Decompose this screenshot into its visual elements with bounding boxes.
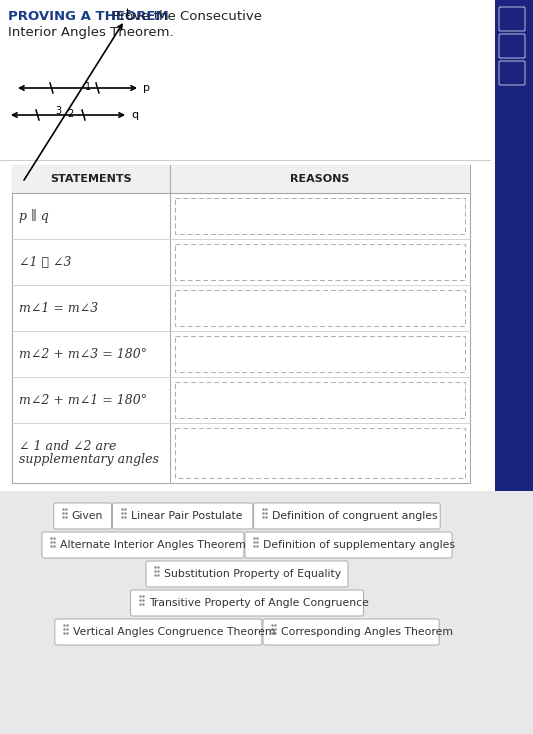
Text: PROVING A THEOREM: PROVING A THEOREM bbox=[8, 10, 169, 23]
Text: m∠2 + m∠1 = 180°: m∠2 + m∠1 = 180° bbox=[19, 393, 147, 407]
FancyBboxPatch shape bbox=[175, 290, 465, 326]
Text: p ∥ q: p ∥ q bbox=[19, 209, 49, 223]
Text: STATEMENTS: STATEMENTS bbox=[50, 174, 132, 184]
Text: ∠ 1 and ∠2 are: ∠ 1 and ∠2 are bbox=[19, 440, 116, 452]
FancyBboxPatch shape bbox=[499, 34, 525, 58]
FancyBboxPatch shape bbox=[146, 561, 348, 587]
Text: t: t bbox=[125, 9, 130, 18]
FancyBboxPatch shape bbox=[131, 590, 364, 616]
Text: Linear Pair Postulate: Linear Pair Postulate bbox=[131, 511, 242, 521]
FancyBboxPatch shape bbox=[499, 61, 525, 85]
Text: Alternate Interior Angles Theorem: Alternate Interior Angles Theorem bbox=[60, 540, 246, 550]
FancyBboxPatch shape bbox=[54, 503, 111, 529]
Text: 1: 1 bbox=[85, 82, 91, 92]
FancyBboxPatch shape bbox=[112, 503, 253, 529]
Bar bbox=[12, 165, 470, 483]
Text: Definition of congruent angles: Definition of congruent angles bbox=[272, 511, 437, 521]
Text: q: q bbox=[131, 110, 138, 120]
FancyBboxPatch shape bbox=[245, 532, 452, 558]
Text: Given: Given bbox=[72, 511, 103, 521]
Text: p: p bbox=[143, 83, 150, 93]
FancyBboxPatch shape bbox=[42, 532, 244, 558]
Text: Interior Angles Theorem.: Interior Angles Theorem. bbox=[8, 26, 174, 39]
FancyBboxPatch shape bbox=[254, 503, 440, 529]
Bar bbox=[495, 0, 533, 734]
Text: Prove the Consecutive: Prove the Consecutive bbox=[108, 10, 262, 23]
Text: 3: 3 bbox=[55, 106, 61, 116]
Text: Transitive Property of Angle Congruence: Transitive Property of Angle Congruence bbox=[149, 598, 368, 608]
FancyBboxPatch shape bbox=[499, 7, 525, 31]
Text: Substitution Property of Equality: Substitution Property of Equality bbox=[164, 569, 341, 579]
FancyBboxPatch shape bbox=[55, 619, 262, 645]
Bar bbox=[0, 491, 533, 734]
FancyBboxPatch shape bbox=[175, 198, 465, 234]
FancyBboxPatch shape bbox=[175, 336, 465, 372]
FancyBboxPatch shape bbox=[175, 428, 465, 478]
Text: Definition of supplementary angles: Definition of supplementary angles bbox=[263, 540, 455, 550]
Text: m∠1 = m∠3: m∠1 = m∠3 bbox=[19, 302, 98, 314]
FancyBboxPatch shape bbox=[175, 382, 465, 418]
Text: ∠1 ≅ ∠3: ∠1 ≅ ∠3 bbox=[19, 255, 71, 269]
FancyBboxPatch shape bbox=[175, 244, 465, 280]
Bar bbox=[12, 165, 470, 193]
Text: supplementary angles: supplementary angles bbox=[19, 454, 159, 467]
FancyBboxPatch shape bbox=[263, 619, 439, 645]
Text: 2: 2 bbox=[67, 109, 73, 119]
Text: m∠2 + m∠3 = 180°: m∠2 + m∠3 = 180° bbox=[19, 347, 147, 360]
Text: REASONS: REASONS bbox=[290, 174, 350, 184]
Text: Vertical Angles Congruence Theorem: Vertical Angles Congruence Theorem bbox=[73, 627, 276, 637]
Text: Corresponding Angles Theorem: Corresponding Angles Theorem bbox=[281, 627, 453, 637]
